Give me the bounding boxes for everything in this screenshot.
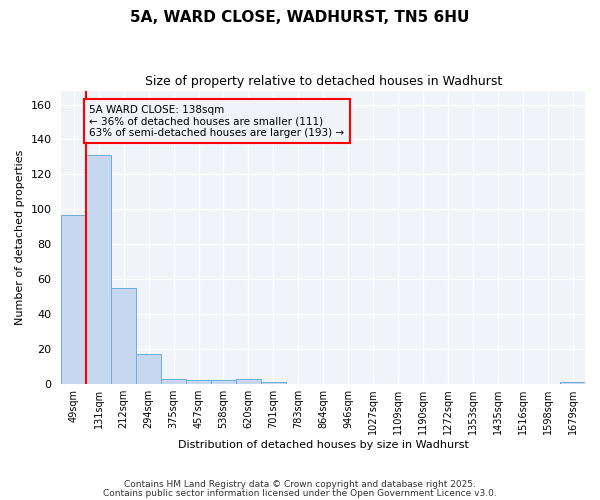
Bar xyxy=(86,155,111,384)
Bar xyxy=(136,354,161,384)
Bar xyxy=(61,214,86,384)
X-axis label: Distribution of detached houses by size in Wadhurst: Distribution of detached houses by size … xyxy=(178,440,469,450)
Text: 5A WARD CLOSE: 138sqm
← 36% of detached houses are smaller (111)
63% of semi-det: 5A WARD CLOSE: 138sqm ← 36% of detached … xyxy=(89,104,344,138)
Bar xyxy=(211,380,236,384)
Bar xyxy=(236,378,261,384)
Bar xyxy=(560,382,585,384)
Bar xyxy=(111,288,136,384)
Title: Size of property relative to detached houses in Wadhurst: Size of property relative to detached ho… xyxy=(145,75,502,88)
Text: 5A, WARD CLOSE, WADHURST, TN5 6HU: 5A, WARD CLOSE, WADHURST, TN5 6HU xyxy=(130,10,470,25)
Text: Contains public sector information licensed under the Open Government Licence v3: Contains public sector information licen… xyxy=(103,488,497,498)
Bar xyxy=(161,378,186,384)
Y-axis label: Number of detached properties: Number of detached properties xyxy=(15,150,25,325)
Text: Contains HM Land Registry data © Crown copyright and database right 2025.: Contains HM Land Registry data © Crown c… xyxy=(124,480,476,489)
Bar xyxy=(186,380,211,384)
Bar xyxy=(261,382,286,384)
